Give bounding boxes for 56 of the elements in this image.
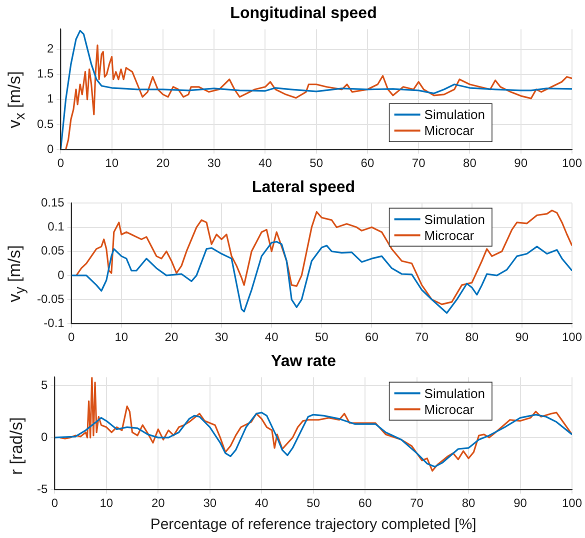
y-tick-label: -0.1 xyxy=(44,316,65,330)
x-tick-label: 90 xyxy=(514,156,528,170)
x-tick-label: 30 xyxy=(207,156,222,170)
y-tick-label: 5 xyxy=(40,378,48,392)
x-tick-label: 50 xyxy=(310,156,324,170)
x-tick-label: 10 xyxy=(105,156,119,170)
y-tick-label: 1 xyxy=(46,92,54,106)
x-tick-label: 20 xyxy=(164,330,178,344)
x-tick-label: 40 xyxy=(264,330,279,344)
x-tick-label: 70 xyxy=(410,496,424,510)
y-tick-label: 1.5 xyxy=(36,66,54,81)
x-tick-label: 70 xyxy=(412,156,426,170)
chart-title: Longitudinal speed xyxy=(230,5,377,22)
legend-label: Microcar xyxy=(424,402,475,417)
y-tick-label: -5 xyxy=(37,482,48,496)
x-tick-label: 10 xyxy=(114,330,128,344)
x-tick-label: 90 xyxy=(515,330,529,344)
x-tick-label: 80 xyxy=(462,496,476,510)
legend-label: Simulation xyxy=(424,107,485,122)
y-tick-label: 0 xyxy=(58,268,65,282)
x-tick-label: 90 xyxy=(514,496,528,510)
x-tick-label: 60 xyxy=(358,496,372,510)
x-tick-label: 20 xyxy=(151,496,166,510)
x-tick-label: 80 xyxy=(465,330,479,344)
x-tick-label: 10 xyxy=(100,496,114,510)
x-tick-label: 70 xyxy=(415,330,429,344)
x-tick-label: 100 xyxy=(562,496,582,510)
x-tick-label: 60 xyxy=(360,156,374,170)
x-tick-label: 0 xyxy=(68,330,76,344)
x-tick-label: 40 xyxy=(254,496,269,510)
y-tick-label: -0.05 xyxy=(36,292,65,306)
x-tick-label: 30 xyxy=(203,496,217,510)
x-tick-label: 50 xyxy=(314,330,329,344)
chart-title: Yaw rate xyxy=(271,353,336,370)
y-tick-label: 0 xyxy=(40,430,48,444)
legend-label: Simulation xyxy=(424,212,485,227)
y-tick-label: 2 xyxy=(46,42,54,56)
y-tick-label: 0.1 xyxy=(48,220,65,234)
y-tick-label: 0.05 xyxy=(40,244,65,258)
x-tick-label: 60 xyxy=(365,330,379,344)
y-tick-label: 0.5 xyxy=(36,116,54,131)
x-tick-label: 100 xyxy=(562,156,582,170)
x-tick-label: 30 xyxy=(214,330,229,344)
y-tick-label: 0.15 xyxy=(40,196,65,210)
x-tick-label: 80 xyxy=(463,156,477,170)
x-tick-label: 40 xyxy=(258,156,272,170)
legend-label: Simulation xyxy=(424,386,485,401)
x-tick-label: 100 xyxy=(562,330,582,344)
x-tick-label: 20 xyxy=(156,156,170,170)
y-tick-label: 0 xyxy=(46,142,54,156)
chart-title: Lateral speed xyxy=(252,179,356,196)
legend-label: Microcar xyxy=(424,123,475,138)
x-axis-title: Percentage of reference trajectory completed [%] xyxy=(150,516,476,534)
y-axis-title: r [rad/s] xyxy=(7,417,27,475)
legend-label: Microcar xyxy=(424,228,475,243)
x-tick-label: 50 xyxy=(306,496,320,510)
